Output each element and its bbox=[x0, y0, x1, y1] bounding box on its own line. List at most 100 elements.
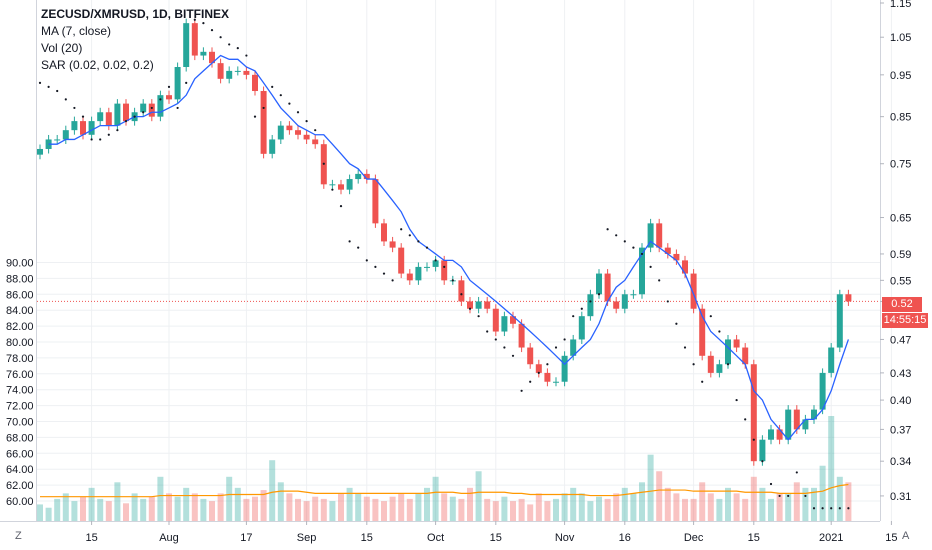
time-axis-tick-label: Nov bbox=[555, 532, 575, 544]
legend-ma[interactable]: MA (7, close) bbox=[41, 24, 112, 38]
sar-dot bbox=[468, 307, 472, 310]
candle-body bbox=[527, 347, 534, 365]
candle-body bbox=[785, 409, 792, 440]
auto-scale-button[interactable]: A bbox=[902, 530, 910, 542]
candle-body bbox=[260, 91, 267, 154]
volume-bar bbox=[604, 498, 611, 521]
candle-body bbox=[510, 316, 516, 324]
candle-body bbox=[535, 364, 542, 373]
sar-dot bbox=[202, 22, 205, 25]
candle-body bbox=[105, 112, 112, 126]
sar-dot bbox=[847, 507, 850, 510]
volume-bar bbox=[544, 501, 551, 521]
sar-dot bbox=[632, 246, 635, 249]
volume-bar bbox=[656, 471, 663, 521]
right-axis-tick-label: 0.75 bbox=[890, 159, 911, 171]
sar-dot bbox=[804, 494, 807, 498]
sar-dot bbox=[38, 81, 42, 84]
sar-dot bbox=[391, 279, 394, 282]
time-axis-tick-label: Dec bbox=[684, 532, 704, 544]
left-price-axis[interactable]: 60.00 62.00 64.00 66.00 68.00 70.00 72.00 74.00… bbox=[6, 258, 34, 509]
sar-dot bbox=[563, 338, 566, 341]
sar-dot bbox=[494, 338, 497, 341]
volume-bar bbox=[690, 498, 697, 521]
right-price-axis[interactable]: 0.310.340.370.400.430.470.520.550.590.65… bbox=[880, 0, 911, 503]
sar-dot bbox=[210, 29, 214, 32]
sar-dot bbox=[838, 507, 841, 510]
time-axis-tick-label: 15 bbox=[85, 532, 97, 544]
volume-bar bbox=[363, 496, 370, 521]
legend-sar[interactable]: SAR (0.02, 0.02, 0.2) bbox=[41, 58, 154, 72]
volume-bar bbox=[200, 498, 207, 521]
volume-bar bbox=[596, 496, 602, 521]
right-axis-tick-label: 0.65 bbox=[890, 213, 911, 225]
candle-body bbox=[690, 273, 697, 309]
sar-dot bbox=[365, 259, 368, 262]
candle-body bbox=[578, 316, 585, 340]
candle-body bbox=[682, 260, 688, 274]
time-axis[interactable]: 15 Aug 17 Sep 15 Oct 15 Nov 16 Dec 15 2021 15 bbox=[85, 521, 898, 544]
volume-bar bbox=[252, 496, 258, 521]
volume-bar bbox=[682, 498, 688, 521]
sar-dot bbox=[821, 507, 824, 510]
volume-bar bbox=[286, 493, 293, 521]
sar-dot bbox=[778, 494, 781, 498]
sar-dot bbox=[735, 398, 738, 402]
sar-dot bbox=[314, 129, 317, 132]
sar-dot bbox=[520, 389, 523, 392]
volume-bar bbox=[475, 471, 482, 521]
sar-dot bbox=[193, 18, 196, 21]
volume-bar bbox=[45, 507, 52, 521]
candle-body bbox=[166, 95, 172, 100]
legend-volume[interactable]: Vol (20) bbox=[41, 41, 83, 55]
candle-body bbox=[802, 419, 809, 430]
sar-dot bbox=[683, 346, 687, 349]
sar-dot bbox=[752, 438, 755, 441]
sar-dot bbox=[460, 293, 463, 296]
candle-body bbox=[432, 260, 439, 267]
volume-bar bbox=[845, 482, 852, 521]
volume-bar bbox=[209, 501, 215, 521]
legend-title[interactable]: ZECUSD/XMRUSD, 1D, BITFINEX bbox=[41, 7, 230, 21]
sar-dot bbox=[133, 115, 136, 118]
candle-body bbox=[346, 179, 353, 190]
left-axis-tick-label: 68.00 bbox=[6, 432, 34, 444]
candle-body bbox=[570, 339, 577, 356]
right-axis-tick-label: 1.15 bbox=[890, 0, 911, 10]
candle-body bbox=[415, 266, 422, 281]
candle-body bbox=[458, 280, 465, 302]
candle-body bbox=[596, 273, 602, 295]
sar-dot bbox=[486, 330, 489, 333]
candle-body bbox=[398, 247, 405, 274]
volume-bar bbox=[398, 493, 405, 521]
candle-body bbox=[191, 23, 198, 56]
volume-bar bbox=[725, 487, 731, 521]
volume-bar bbox=[467, 487, 473, 521]
volume-bar bbox=[269, 460, 276, 521]
right-axis-tick-label: 0.85 bbox=[890, 112, 911, 124]
zoom-button[interactable]: Z bbox=[15, 530, 22, 542]
candle-body bbox=[295, 130, 301, 135]
volume-bar bbox=[217, 493, 224, 521]
sar-dot bbox=[400, 228, 403, 231]
sar-dot bbox=[623, 240, 626, 243]
sar-dot bbox=[769, 482, 773, 486]
sar-dot bbox=[434, 259, 437, 262]
time-axis-tick-label: 15 bbox=[361, 532, 373, 544]
left-axis-tick-label: 84.00 bbox=[6, 305, 34, 317]
candle-body bbox=[37, 148, 43, 155]
candle-body bbox=[140, 103, 147, 113]
right-axis-tick-label: 0.59 bbox=[890, 249, 911, 261]
left-axis-tick-label: 82.00 bbox=[6, 321, 34, 333]
sar-dot bbox=[64, 98, 67, 101]
time-axis-tick-label: 15 bbox=[490, 532, 502, 544]
candles bbox=[37, 18, 852, 466]
candle-body bbox=[88, 121, 95, 135]
volume-bar bbox=[811, 487, 817, 521]
left-axis-tick-label: 90.00 bbox=[6, 258, 34, 270]
volume-bar bbox=[484, 498, 491, 521]
volume-bar bbox=[553, 498, 559, 521]
left-axis-tick-label: 72.00 bbox=[6, 401, 34, 413]
candle-body bbox=[484, 301, 491, 309]
